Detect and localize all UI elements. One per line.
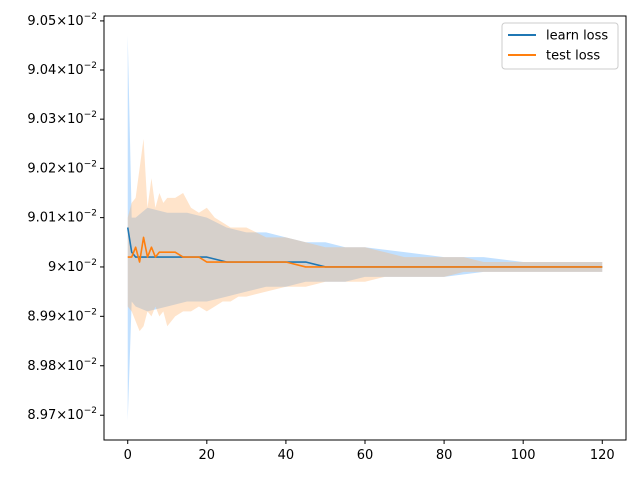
y-tick-label: 8.97×10−2 <box>27 406 97 423</box>
x-tick-label: 0 <box>124 448 132 463</box>
x-tick-label: 100 <box>511 448 536 463</box>
x-tick-label: 60 <box>357 448 374 463</box>
y-tick-label: 8.99×10−2 <box>27 307 97 324</box>
y-tick-label: 9.02×10−2 <box>27 159 97 176</box>
learn-loss-band <box>127 35 603 421</box>
learn-loss-legend-label: learn loss <box>546 29 608 44</box>
x-axis-ticks: 0 20 40 60 80 100 120 <box>124 440 615 463</box>
x-tick-label: 20 <box>199 448 216 463</box>
test-loss-legend-label: test loss <box>546 49 600 64</box>
legend: learn loss test loss <box>501 22 619 70</box>
confidence-bands <box>127 35 603 421</box>
test-loss-line <box>127 236 603 268</box>
y-tick-label: 9.01×10−2 <box>27 209 97 226</box>
y-tick-label: 9×10−2 <box>48 258 97 275</box>
x-tick-label: 40 <box>278 448 295 463</box>
y-axis-ticks: 8.97×10−2 8.98×10−2 8.99×10−2 9×10−2 9.01×10… <box>27 12 104 423</box>
y-tick-label: 9.03×10−2 <box>27 110 97 127</box>
x-tick-label: 80 <box>436 448 453 463</box>
x-tick-label: 120 <box>590 448 615 463</box>
y-tick-label: 9.04×10−2 <box>27 61 97 78</box>
y-tick-label: 9.05×10−2 <box>27 12 97 29</box>
y-tick-label: 8.98×10−2 <box>27 357 97 374</box>
series-lines <box>126 227 603 268</box>
test-loss-band <box>127 138 603 332</box>
